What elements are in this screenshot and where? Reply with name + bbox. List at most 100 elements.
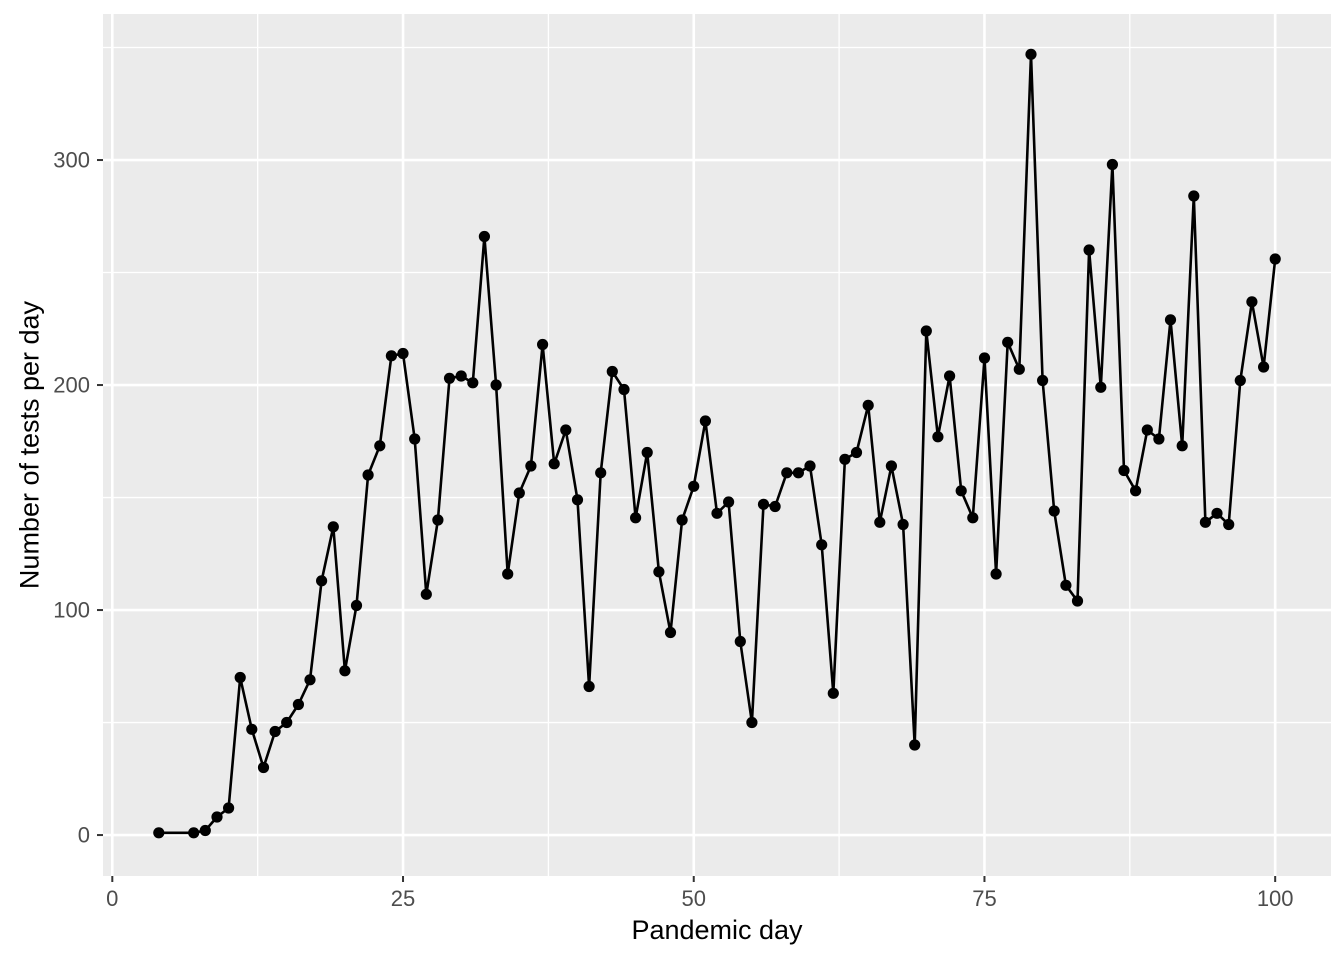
data-point bbox=[1037, 374, 1049, 387]
x-tick-label: 50 bbox=[682, 886, 706, 911]
y-tick-label: 200 bbox=[53, 373, 90, 398]
data-point bbox=[664, 626, 677, 639]
data-point bbox=[641, 446, 653, 459]
data-point bbox=[397, 347, 409, 360]
data-point bbox=[211, 811, 223, 823]
data-point bbox=[1141, 424, 1153, 436]
data-point bbox=[188, 827, 200, 839]
data-point bbox=[199, 824, 211, 837]
data-point bbox=[734, 635, 746, 648]
data-point bbox=[560, 424, 572, 436]
data-point bbox=[478, 230, 490, 243]
data-point bbox=[548, 458, 560, 470]
data-point bbox=[502, 568, 514, 580]
data-point bbox=[350, 599, 363, 612]
data-point bbox=[1258, 361, 1270, 373]
data-point bbox=[281, 716, 293, 729]
data-point bbox=[932, 431, 944, 443]
data-point bbox=[839, 453, 851, 465]
data-point bbox=[699, 415, 712, 427]
data-point bbox=[537, 338, 549, 351]
data-point bbox=[653, 566, 665, 578]
data-point bbox=[1153, 433, 1165, 445]
data-point bbox=[339, 665, 351, 677]
data-point bbox=[1130, 485, 1142, 497]
data-point bbox=[455, 370, 467, 382]
data-point bbox=[571, 494, 584, 506]
data-point bbox=[920, 325, 932, 337]
data-point bbox=[630, 512, 642, 524]
data-point bbox=[885, 460, 898, 472]
data-point bbox=[1095, 381, 1107, 393]
data-point bbox=[711, 507, 723, 519]
data-point bbox=[944, 370, 956, 382]
data-point bbox=[757, 498, 770, 510]
data-point bbox=[676, 514, 688, 526]
x-tick-label: 100 bbox=[1257, 886, 1294, 911]
data-point bbox=[618, 383, 630, 396]
data-point bbox=[292, 698, 304, 711]
plot-panel bbox=[103, 14, 1331, 876]
data-point bbox=[525, 460, 537, 472]
data-point bbox=[990, 568, 1002, 580]
data-point bbox=[234, 671, 246, 684]
data-point bbox=[257, 761, 270, 774]
y-tick-label: 100 bbox=[53, 598, 90, 623]
data-point bbox=[1002, 336, 1014, 348]
data-point bbox=[804, 460, 816, 472]
y-tick-label: 300 bbox=[53, 148, 90, 173]
data-point bbox=[513, 487, 525, 499]
data-point bbox=[304, 674, 316, 686]
data-point bbox=[606, 365, 618, 378]
data-point bbox=[1025, 48, 1037, 60]
data-point bbox=[409, 433, 421, 445]
data-point bbox=[1223, 518, 1235, 531]
data-point bbox=[1211, 507, 1223, 519]
data-point bbox=[467, 377, 479, 389]
data-point bbox=[746, 716, 758, 729]
data-point bbox=[327, 521, 339, 533]
data-point bbox=[1071, 595, 1084, 607]
data-point bbox=[827, 687, 839, 699]
data-point bbox=[688, 480, 700, 492]
data-point bbox=[1118, 464, 1130, 477]
data-point bbox=[1246, 296, 1258, 308]
data-point bbox=[1234, 374, 1246, 387]
data-point bbox=[420, 588, 432, 600]
data-point bbox=[595, 467, 607, 479]
data-point bbox=[862, 399, 874, 411]
data-point bbox=[816, 539, 828, 551]
data-point bbox=[246, 723, 258, 735]
y-axis-title: Number of tests per day bbox=[14, 300, 45, 590]
data-point bbox=[897, 518, 909, 531]
data-point bbox=[490, 379, 502, 391]
data-point bbox=[909, 739, 921, 751]
data-point bbox=[967, 512, 979, 524]
data-point bbox=[1188, 190, 1200, 202]
data-point bbox=[1199, 516, 1211, 528]
data-point bbox=[781, 467, 793, 479]
data-point bbox=[769, 500, 781, 513]
data-point bbox=[1083, 244, 1095, 256]
data-point bbox=[583, 680, 595, 693]
x-tick-label: 75 bbox=[972, 886, 996, 911]
data-point bbox=[385, 350, 397, 362]
data-point bbox=[1164, 314, 1177, 326]
data-point bbox=[362, 469, 374, 481]
data-point bbox=[443, 372, 456, 384]
x-tick-label: 0 bbox=[106, 886, 118, 911]
data-point bbox=[269, 725, 281, 738]
data-point bbox=[1269, 253, 1281, 265]
data-point bbox=[955, 485, 967, 497]
data-point bbox=[316, 575, 328, 587]
data-point bbox=[1060, 579, 1072, 591]
data-point bbox=[874, 516, 886, 528]
data-point bbox=[792, 467, 805, 479]
x-tick-label: 25 bbox=[391, 886, 415, 911]
data-point bbox=[432, 514, 444, 526]
data-point bbox=[850, 446, 863, 459]
data-point bbox=[153, 827, 165, 839]
x-axis-title: Pandemic day bbox=[631, 915, 803, 945]
